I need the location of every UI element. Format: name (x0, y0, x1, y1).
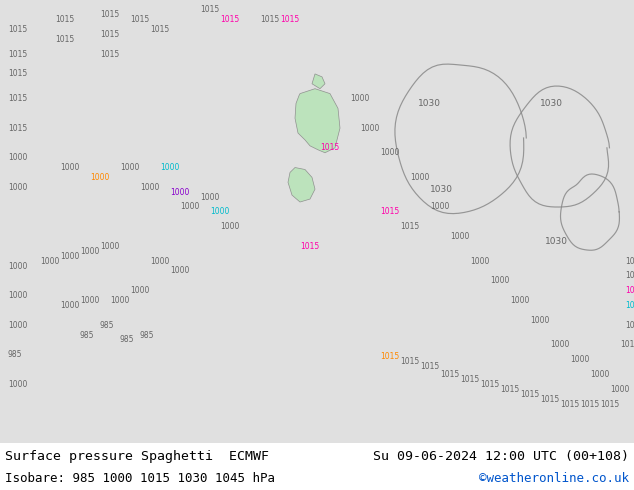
Text: 1015: 1015 (560, 399, 579, 409)
Text: 1015: 1015 (200, 5, 219, 14)
Text: 1015: 1015 (380, 207, 399, 217)
Text: 1015: 1015 (400, 222, 419, 231)
Text: 1015: 1015 (480, 380, 499, 389)
Text: 1015: 1015 (8, 94, 27, 103)
Text: 1015: 1015 (520, 390, 540, 399)
Text: 1000: 1000 (350, 94, 370, 103)
Text: 1015: 1015 (8, 49, 27, 59)
Text: 1015: 1015 (8, 70, 27, 78)
Text: 985: 985 (100, 320, 115, 330)
Text: 1000: 1000 (590, 370, 609, 379)
Text: 1015: 1015 (580, 399, 599, 409)
Text: 1000: 1000 (170, 267, 190, 275)
Text: 1000: 1000 (40, 257, 60, 266)
Text: 1015: 1015 (620, 341, 634, 349)
Text: 1015: 1015 (625, 320, 634, 330)
Text: 1000: 1000 (80, 296, 100, 305)
Text: 1000: 1000 (8, 380, 27, 389)
Text: 1000: 1000 (410, 173, 429, 182)
Text: 1000: 1000 (8, 320, 27, 330)
Text: 1030: 1030 (418, 99, 441, 108)
Text: Isobare: 985 1000 1015 1030 1045 hPa: Isobare: 985 1000 1015 1030 1045 hPa (5, 472, 275, 486)
Text: ©weatheronline.co.uk: ©weatheronline.co.uk (479, 472, 629, 486)
Text: 1000: 1000 (450, 232, 469, 241)
Text: 1015: 1015 (300, 242, 320, 251)
Text: 1000: 1000 (60, 252, 79, 261)
Text: 1000: 1000 (8, 291, 27, 300)
Text: 1015: 1015 (8, 25, 27, 34)
Text: 1000: 1000 (550, 341, 569, 349)
Text: 1015: 1015 (280, 15, 299, 24)
Text: 985: 985 (120, 336, 134, 344)
Text: 1015: 1015 (380, 352, 399, 361)
Text: 1015: 1015 (420, 362, 439, 371)
Text: 1015: 1015 (150, 25, 169, 34)
Text: 1000: 1000 (210, 207, 230, 217)
Text: 1030: 1030 (545, 237, 568, 246)
Text: 1000: 1000 (170, 188, 190, 196)
Text: 1000: 1000 (160, 163, 179, 172)
Text: 1000: 1000 (8, 183, 27, 192)
Text: 1015: 1015 (625, 257, 634, 266)
Text: 1000: 1000 (220, 222, 240, 231)
Text: 985: 985 (8, 350, 22, 359)
Text: 1015: 1015 (130, 15, 149, 24)
Text: 1030: 1030 (540, 99, 563, 108)
Text: 1015: 1015 (600, 399, 619, 409)
Text: 1000: 1000 (510, 296, 529, 305)
Text: 1000: 1000 (180, 202, 199, 212)
Text: 1000: 1000 (610, 385, 630, 394)
Text: 1000: 1000 (8, 262, 27, 270)
Text: 1015: 1015 (625, 271, 634, 280)
Text: 1015: 1015 (320, 143, 339, 152)
Text: 1000: 1000 (150, 257, 169, 266)
Text: 1000: 1000 (120, 163, 139, 172)
Text: Surface pressure Spaghetti  ECMWF: Surface pressure Spaghetti ECMWF (5, 450, 269, 463)
Text: 1015: 1015 (55, 35, 74, 44)
Text: 1000: 1000 (530, 316, 550, 325)
Text: 1000: 1000 (130, 286, 150, 295)
Text: 1030: 1030 (430, 185, 453, 194)
Text: 1015: 1015 (260, 15, 279, 24)
Text: 1015: 1015 (625, 301, 634, 310)
Text: 1000: 1000 (100, 242, 119, 251)
Text: 1015: 1015 (220, 15, 239, 24)
Text: 1000: 1000 (8, 153, 27, 162)
Polygon shape (312, 74, 325, 89)
Text: 1000: 1000 (470, 257, 489, 266)
Text: 1015: 1015 (400, 357, 419, 366)
Text: 1015: 1015 (100, 10, 119, 19)
Text: 985: 985 (140, 331, 155, 340)
Text: 1000: 1000 (80, 247, 100, 256)
Text: 1000: 1000 (200, 193, 219, 201)
Text: 1015: 1015 (100, 49, 119, 59)
Text: 985: 985 (80, 331, 94, 340)
Text: 1000: 1000 (490, 276, 509, 285)
Text: 1015: 1015 (500, 385, 519, 394)
Text: 1000: 1000 (110, 296, 129, 305)
Text: 1015: 1015 (540, 394, 559, 404)
Text: 1015: 1015 (100, 30, 119, 39)
Text: 1000: 1000 (90, 173, 110, 182)
Text: 1015: 1015 (460, 375, 479, 384)
Text: 1015: 1015 (8, 123, 27, 133)
Text: 1015: 1015 (55, 15, 74, 24)
Text: 1000: 1000 (570, 355, 590, 364)
Text: 1000: 1000 (60, 301, 79, 310)
Text: Su 09-06-2024 12:00 UTC (00+108): Su 09-06-2024 12:00 UTC (00+108) (373, 450, 629, 463)
Text: 1000: 1000 (360, 123, 379, 133)
Polygon shape (288, 168, 315, 202)
Polygon shape (295, 89, 340, 153)
Text: 1000: 1000 (60, 163, 79, 172)
Text: 1000: 1000 (380, 148, 399, 157)
Text: 1000: 1000 (140, 183, 159, 192)
Text: 1000: 1000 (430, 202, 450, 212)
Text: 1015: 1015 (625, 286, 634, 295)
Text: 1015: 1015 (440, 370, 459, 379)
